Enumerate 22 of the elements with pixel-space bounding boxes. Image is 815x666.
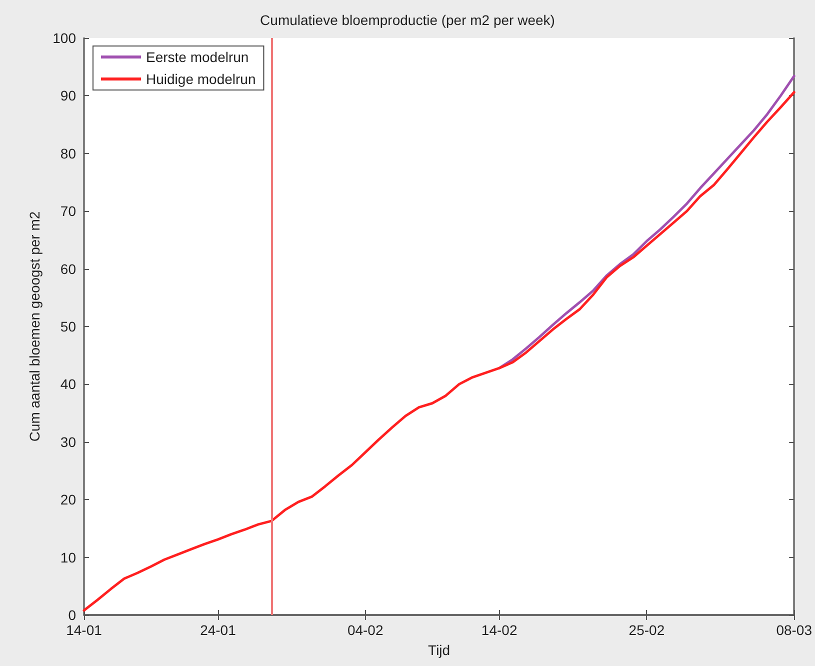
y-tick-label: 30: [60, 434, 76, 450]
chart-title: Cumulatieve bloemproductie (per m2 per week): [260, 12, 555, 28]
x-tick-label: 08-03: [776, 622, 812, 638]
y-tick-label: 0: [68, 607, 76, 623]
y-tick-label: 10: [60, 549, 76, 566]
legend-label: Eerste modelrun: [146, 49, 249, 65]
legend-label: Huidige modelrun: [146, 71, 256, 87]
x-tick-label: 24-01: [200, 622, 236, 638]
y-tick-label: 70: [60, 203, 76, 220]
x-axis-title: Tijd: [428, 642, 450, 658]
x-tick-label: 25-02: [628, 622, 665, 638]
y-tick-label: 80: [60, 145, 76, 162]
x-tick-label: 14-01: [66, 622, 102, 638]
y-tick-label: 100: [52, 30, 76, 46]
x-tick-label: 04-02: [347, 622, 384, 638]
y-tick-label: 90: [60, 88, 76, 104]
y-tick-label: 20: [60, 492, 76, 508]
y-tick-label: 60: [60, 260, 76, 277]
y-tick-label: 40: [60, 376, 76, 392]
y-tick-label: 50: [60, 318, 76, 334]
x-tick-label: 14-02: [481, 622, 518, 638]
y-axis-title: Cum aantal bloemen geoogst per m2: [26, 211, 43, 442]
